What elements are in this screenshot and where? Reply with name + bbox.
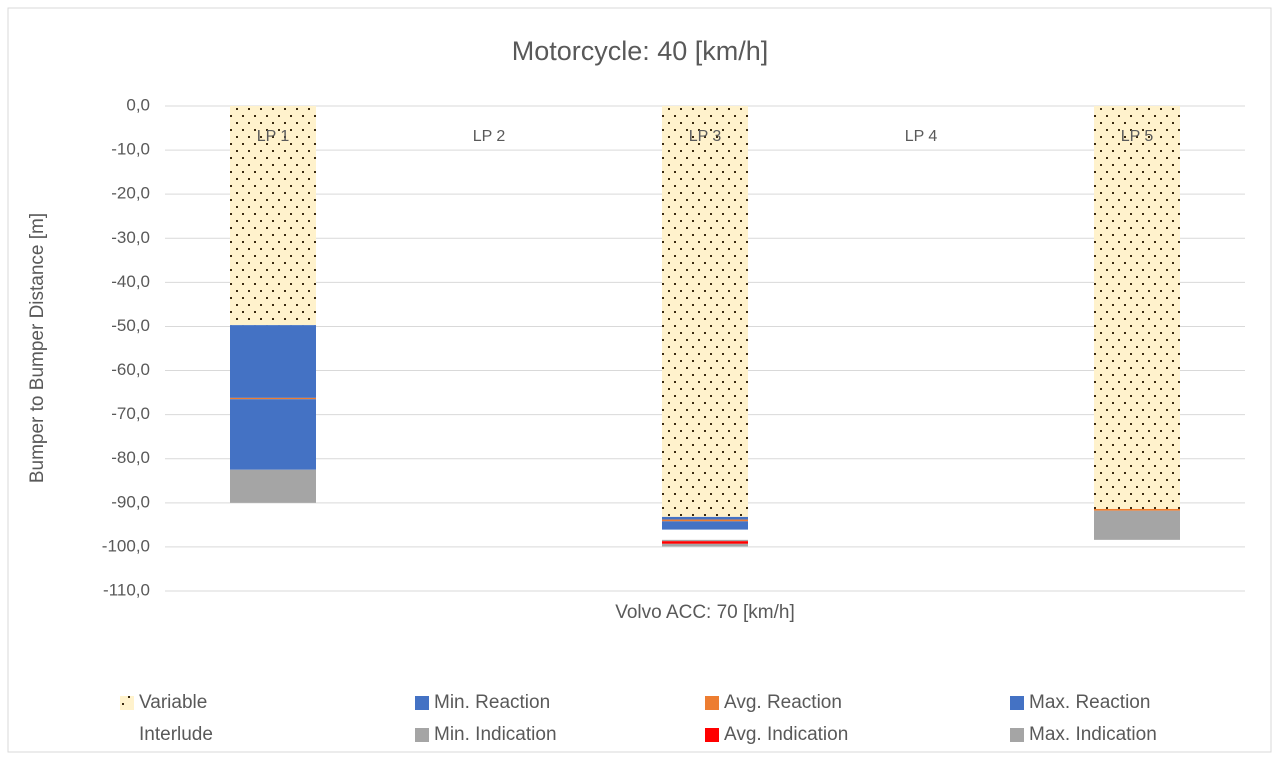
bar-segment xyxy=(1094,106,1180,509)
bar-segment xyxy=(230,106,316,326)
bar-segment xyxy=(662,543,748,547)
bar-segment xyxy=(230,399,316,470)
bar-segment xyxy=(230,325,316,398)
chart-frame xyxy=(7,7,1272,753)
y-tick-label: -40,0 xyxy=(111,272,150,291)
x-tick-label: LP 3 xyxy=(689,128,722,145)
bar-segment xyxy=(230,469,316,503)
bar-segment xyxy=(662,516,748,520)
y-tick-label: -100,0 xyxy=(102,536,150,555)
x-axis-label: Volvo ACC: 70 [km/h] xyxy=(615,602,795,623)
legend-swatch xyxy=(705,696,719,710)
bar-segment xyxy=(662,529,748,540)
legend-swatch xyxy=(120,696,134,710)
legend-label: Max. Reaction xyxy=(1029,692,1150,713)
bar-segment xyxy=(662,106,748,517)
legend-swatch xyxy=(705,728,719,742)
bar-segment xyxy=(1094,510,1180,540)
y-tick-label: -70,0 xyxy=(111,404,150,423)
bar-segment xyxy=(662,541,748,544)
x-tick-label: LP 4 xyxy=(905,128,938,145)
legend-label: Avg. Indication xyxy=(724,724,848,745)
chart-title: Motorcycle: 40 [km/h] xyxy=(512,36,769,66)
bar-segment xyxy=(662,521,748,530)
y-tick-label: -60,0 xyxy=(111,360,150,379)
y-tick-label: -20,0 xyxy=(111,184,150,203)
legend-label: Max. Indication xyxy=(1029,724,1157,745)
legend-swatch xyxy=(415,728,429,742)
y-tick-label: -80,0 xyxy=(111,448,150,467)
legend-label: Interlude xyxy=(139,724,213,745)
y-tick-label: -50,0 xyxy=(111,316,150,335)
y-tick-label: -90,0 xyxy=(111,492,150,511)
legend-label: Min. Reaction xyxy=(434,692,550,713)
bar-segment xyxy=(662,519,748,522)
bar-segment xyxy=(662,539,748,542)
legend-swatch xyxy=(1010,696,1024,710)
y-tick-label: -10,0 xyxy=(111,140,150,159)
legend-swatch xyxy=(415,696,429,710)
legend-label: Min. Indication xyxy=(434,724,557,745)
x-tick-label: LP 1 xyxy=(257,128,290,145)
y-axis-label: Bumper to Bumper Distance [m] xyxy=(27,213,48,483)
bar-segment xyxy=(230,397,316,400)
legend-swatch xyxy=(120,728,134,742)
legend-swatch xyxy=(1010,728,1024,742)
bar-segment xyxy=(1094,508,1180,511)
y-tick-label: -110,0 xyxy=(103,580,150,599)
legend-label: Variable xyxy=(139,692,207,713)
legend-label: Avg. Reaction xyxy=(724,692,842,713)
x-tick-label: LP 5 xyxy=(1121,128,1154,145)
y-tick-label: 0,0 xyxy=(126,95,150,114)
x-tick-label: LP 2 xyxy=(473,128,506,145)
y-tick-label: -30,0 xyxy=(111,228,150,247)
